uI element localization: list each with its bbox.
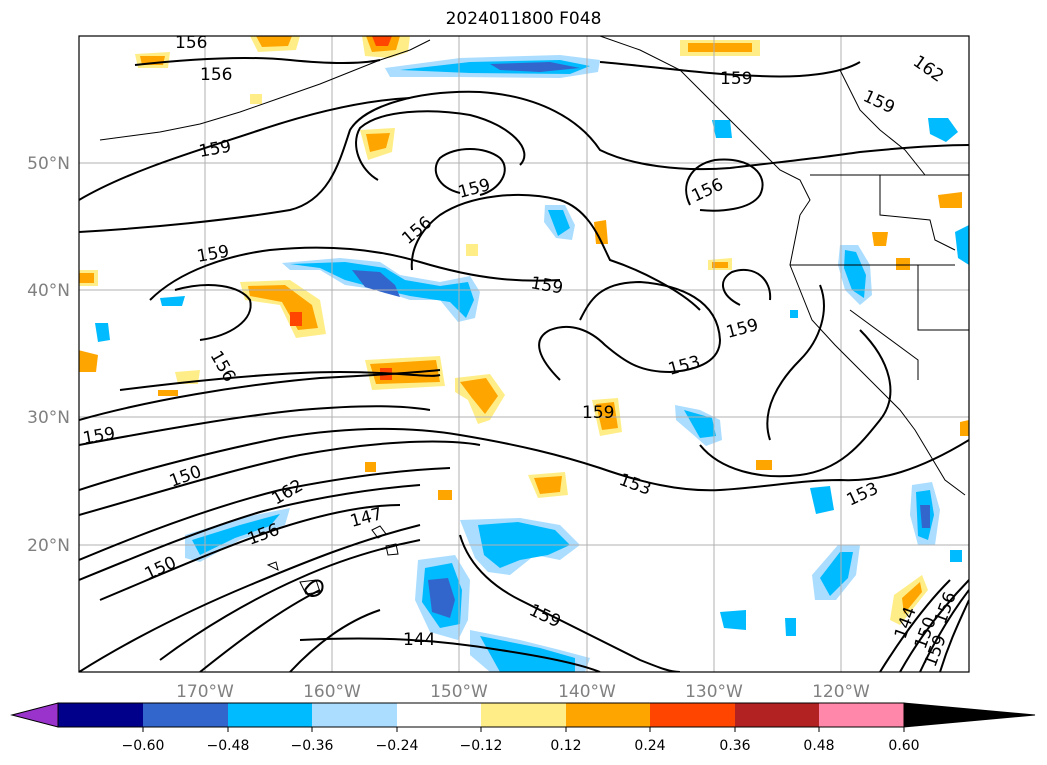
lon-label: 170°W (176, 682, 234, 702)
colorbar-swatch (735, 703, 819, 727)
lon-label: 160°W (303, 682, 361, 702)
lat-label: 30°N (27, 408, 70, 428)
colorbar-swatch (312, 703, 397, 727)
colorbar-tick-label: 0.60 (888, 738, 919, 754)
colorbar-extend-min (10, 702, 59, 728)
colorbar-tick-label: −0.36 (291, 738, 334, 754)
colorbar-swatch (650, 703, 735, 727)
colorbar-tick-label: −0.12 (460, 738, 503, 754)
coastlines (99, 36, 969, 595)
colorbar-swatch (58, 703, 143, 727)
contour-label: 159 (582, 403, 614, 423)
lon-label: 130°W (685, 682, 743, 702)
colorbar-tick-label: −0.24 (376, 738, 419, 754)
colorbar-extend-max (903, 702, 1036, 728)
colorbar-tick-label: 0.24 (634, 738, 665, 754)
contour-label: 144 (403, 630, 435, 650)
plot-area: 156 156 159 159 162 159 159 156 156 159 … (79, 33, 969, 672)
colorbar-tick-label: 0.48 (803, 738, 834, 754)
contour-label: 156 (175, 33, 207, 53)
latitude-labels: 50°N 40°N 30°N 20°N (27, 154, 70, 556)
colorbar-swatch (228, 703, 312, 727)
contour-label: 159 (720, 69, 752, 89)
colorbar-tick-label: 0.36 (719, 738, 750, 754)
longitude-labels: 170°W 160°W 150°W 140°W 130°W 120°W (176, 682, 870, 702)
lat-label: 20°N (27, 536, 70, 556)
colorbar-tick-label: −0.48 (207, 738, 250, 754)
gridlines (79, 36, 969, 672)
lon-label: 120°W (812, 682, 870, 702)
plot-frame (78, 35, 970, 673)
colorbar-swatch (481, 703, 566, 727)
colorbar-swatch (143, 703, 228, 727)
colorbar-swatch (397, 703, 481, 727)
lon-label: 150°W (430, 682, 488, 702)
map-title: 2024011800 F048 (445, 9, 602, 29)
lon-label: 140°W (558, 682, 616, 702)
colorbar-tick-label: 0.12 (550, 738, 581, 754)
lat-label: 40°N (27, 281, 70, 301)
colorbar: −0.60 −0.48 −0.36 −0.24 −0.12 0.12 0.24 … (10, 702, 1036, 754)
contour-label: 156 (200, 65, 232, 85)
height-contours (79, 56, 969, 672)
lat-label: 50°N (27, 154, 70, 174)
colorbar-swatch (819, 703, 904, 727)
colorbar-tick-label: −0.60 (122, 738, 165, 754)
colorbar-swatch (566, 703, 650, 727)
